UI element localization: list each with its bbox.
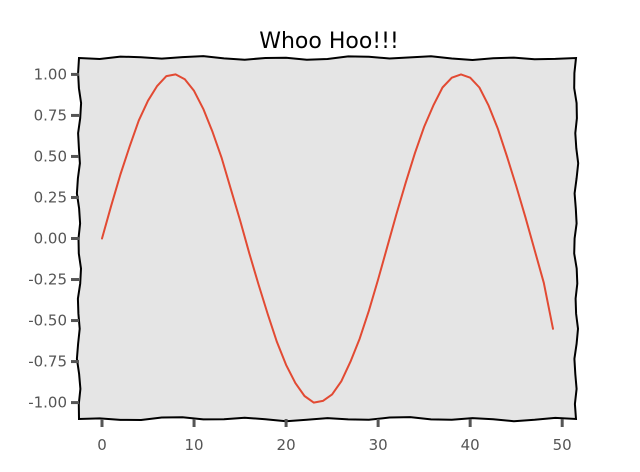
- ticks-layer: 1.00 0.75 0.50 0.25 0.00 -0.25 -0.50 -0.75 -1.00…: [28, 65, 572, 454]
- x-tick-label: 0: [97, 436, 107, 454]
- x-tick-label: 20: [277, 436, 296, 454]
- chart-title: Whoo Hoo!!!: [259, 29, 399, 54]
- y-tick-label: -0.75: [28, 353, 67, 371]
- y-tick-label: 0.00: [34, 230, 67, 248]
- x-tick-label: 40: [461, 436, 480, 454]
- series-line: [101, 73, 554, 404]
- y-tick-label: -0.50: [28, 312, 67, 330]
- y-tick-label: -1.00: [28, 394, 67, 412]
- x-tick-label: 10: [184, 436, 203, 454]
- x-tick-label: 50: [553, 436, 572, 454]
- series-layer: [101, 73, 554, 404]
- y-tick-label: -0.25: [28, 271, 67, 289]
- y-tick-label: 0.50: [34, 147, 67, 165]
- x-tick-label: 30: [369, 436, 388, 454]
- plot-area: [76, 56, 579, 422]
- plot-frame: [75, 55, 580, 423]
- y-tick-label: 1.00: [34, 65, 67, 83]
- y-tick-label: 0.25: [34, 188, 67, 206]
- y-tick-label: 0.75: [34, 106, 67, 124]
